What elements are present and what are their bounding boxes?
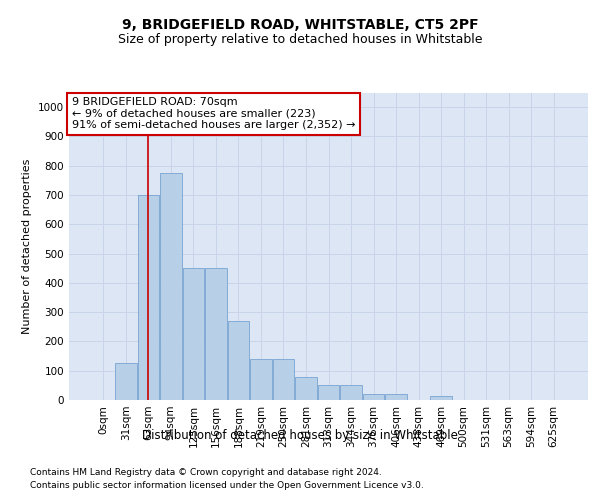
Bar — [250, 359, 272, 400]
Text: Distribution of detached houses by size in Whitstable: Distribution of detached houses by size … — [142, 428, 458, 442]
Bar — [273, 359, 294, 400]
Bar — [385, 394, 407, 400]
Y-axis label: Number of detached properties: Number of detached properties — [22, 158, 32, 334]
Bar — [430, 396, 452, 400]
Text: Contains public sector information licensed under the Open Government Licence v3: Contains public sector information licen… — [30, 482, 424, 490]
Text: 9 BRIDGEFIELD ROAD: 70sqm
← 9% of detached houses are smaller (223)
91% of semi-: 9 BRIDGEFIELD ROAD: 70sqm ← 9% of detach… — [71, 97, 355, 130]
Text: Size of property relative to detached houses in Whitstable: Size of property relative to detached ho… — [118, 34, 482, 46]
Bar — [182, 268, 204, 400]
Bar — [340, 386, 362, 400]
Text: 9, BRIDGEFIELD ROAD, WHITSTABLE, CT5 2PF: 9, BRIDGEFIELD ROAD, WHITSTABLE, CT5 2PF — [122, 18, 478, 32]
Bar — [363, 394, 384, 400]
Bar — [137, 195, 159, 400]
Text: Contains HM Land Registry data © Crown copyright and database right 2024.: Contains HM Land Registry data © Crown c… — [30, 468, 382, 477]
Bar — [295, 376, 317, 400]
Bar — [228, 321, 249, 400]
Bar — [318, 386, 339, 400]
Bar — [115, 364, 137, 400]
Bar — [205, 268, 227, 400]
Bar — [160, 173, 182, 400]
